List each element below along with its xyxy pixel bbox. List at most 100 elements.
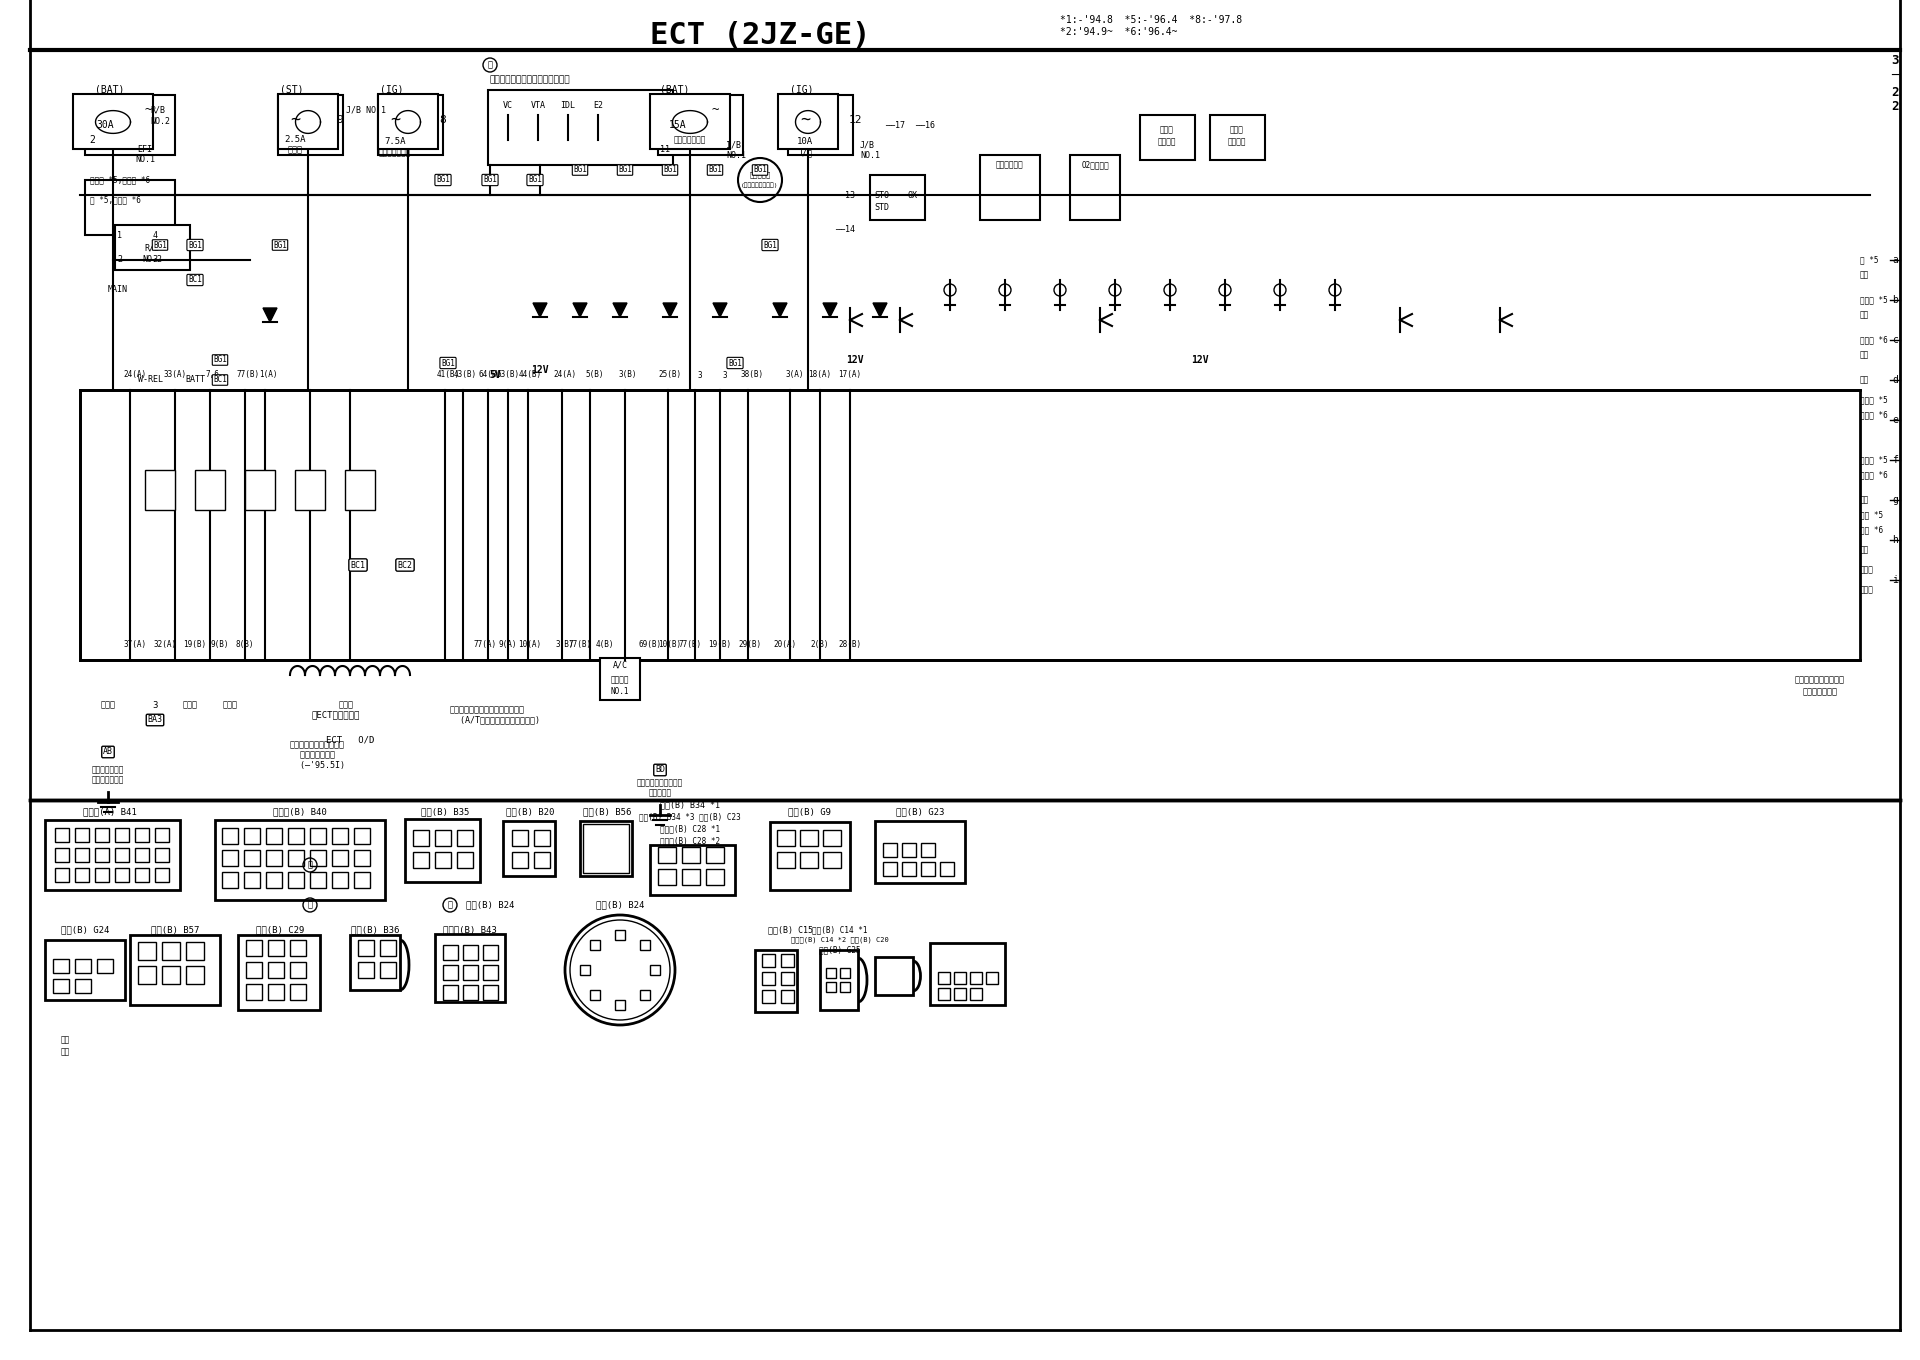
Text: (BAT): (BAT) [94,84,125,95]
Text: 水温センサー: 水温センサー [996,160,1023,170]
Text: センサー: センサー [1227,137,1246,147]
Bar [94,868,109,883]
Text: 25(B): 25(B) [659,370,682,379]
Polygon shape [572,303,588,317]
Bar [380,940,396,956]
Text: e: e [1891,415,1899,424]
Bar [98,959,113,972]
Text: BC1: BC1 [188,276,202,284]
Text: W-REL: W-REL [138,375,163,385]
Bar [614,1000,626,1010]
Text: 69(B): 69(B) [639,641,662,650]
Text: VC: VC [503,101,513,110]
Polygon shape [774,303,787,317]
Bar [876,957,914,996]
Text: 緑ー: 緑ー [1860,271,1870,280]
Text: 17(A): 17(A) [839,370,862,379]
Text: 黒色(B) B34 *3 灰色(B) C23: 黒色(B) B34 *3 灰色(B) C23 [639,812,741,821]
Text: 黒色(B) C14 *1: 黒色(B) C14 *1 [812,926,868,934]
Bar [138,942,156,960]
Text: 단위: 단위 [60,1047,69,1057]
Bar [778,851,795,868]
Bar [44,940,125,1000]
Bar [841,968,851,978]
Text: 茶色(B) G24: 茶色(B) G24 [61,926,109,934]
Bar [584,824,630,873]
Text: (IG): (IG) [380,84,403,95]
Text: 8(B): 8(B) [236,641,253,650]
Text: タービュランプ: タービュランプ [674,136,707,144]
Bar [215,820,386,900]
Text: 灰 *5,黒ー黒 *6: 灰 *5,黒ー黒 *6 [90,196,140,204]
Bar [970,972,981,985]
Text: 7.5A: 7.5A [384,137,405,147]
Bar [987,972,998,985]
Bar [970,987,981,1000]
Bar [238,936,321,1010]
Text: 濃灰色(A) B41: 濃灰色(A) B41 [83,808,136,816]
Text: NO.1: NO.1 [611,688,630,696]
Text: i: i [1891,575,1899,585]
Text: 黒色(B) B36: 黒色(B) B36 [351,926,399,934]
Text: OX: OX [906,190,918,200]
Text: 灰色(B) B35: 灰色(B) B35 [420,808,468,816]
Text: O2センサー: O2センサー [1081,160,1110,170]
Bar [436,934,505,1002]
Text: ECT (2JZ-GE): ECT (2JZ-GE) [649,20,870,49]
Text: *2:'94.9~  *6:'96.4~: *2:'94.9~ *6:'96.4~ [1060,27,1177,37]
Bar [436,830,451,846]
Bar [770,821,851,889]
Text: a: a [1891,256,1899,265]
Bar [246,940,261,956]
Text: BG1: BG1 [762,241,778,249]
Bar [651,94,730,150]
Text: E2: E2 [593,101,603,110]
Bar [244,850,259,866]
Text: ①クルーズコントロール
  コンピューター
  (―'95.5I): ①クルーズコントロール コンピューター (―'95.5I) [290,740,346,770]
Bar [288,850,303,866]
Bar [682,847,701,864]
Text: ④ECTソレノイド: ④ECTソレノイド [311,710,361,719]
Text: イグニッション: イグニッション [378,148,411,158]
Bar [682,869,701,885]
Text: 黒色(B) B34 *1: 黒色(B) B34 *1 [660,801,720,809]
Bar [115,868,129,883]
Text: BC1: BC1 [213,375,227,385]
Bar [56,828,69,842]
Text: センサー: センサー [1158,137,1177,147]
Text: BG1: BG1 [436,175,449,185]
Bar [196,471,225,510]
Bar [484,985,497,1000]
Text: 青ー目: 青ー目 [1860,566,1874,574]
Polygon shape [874,303,887,317]
Bar [134,868,150,883]
Bar [84,180,175,235]
Text: R/B: R/B [144,243,159,253]
Bar [269,940,284,956]
Text: BG1: BG1 [753,166,766,174]
Bar [309,850,326,866]
Bar [54,979,69,993]
Text: ~: ~ [290,112,300,129]
Text: J/B: J/B [860,140,876,150]
Bar [349,936,399,990]
Bar [223,850,238,866]
Text: 灰白色(B) C28 *1: 灰白色(B) C28 *1 [660,824,720,834]
Text: ──13: ──13 [835,190,854,200]
Bar [156,868,169,883]
Text: 黄ー黒 *6: 黄ー黒 *6 [1860,411,1887,419]
Text: NO.2: NO.2 [142,256,161,264]
Bar [902,862,916,876]
Bar [1069,155,1119,220]
Bar [979,155,1041,220]
Text: ボディーンダー
エンジンアース: ボディーンダー エンジンアース [92,766,125,785]
Text: 青色(B) C15: 青色(B) C15 [768,926,812,934]
Text: エンジンコントロール: エンジンコントロール [1795,676,1845,684]
Text: BATT: BATT [184,375,205,385]
Bar [161,942,180,960]
Text: f: f [1891,456,1899,465]
Text: BG1: BG1 [213,355,227,364]
Bar [332,850,348,866]
Bar [599,658,639,700]
Text: 9(B): 9(B) [211,641,228,650]
